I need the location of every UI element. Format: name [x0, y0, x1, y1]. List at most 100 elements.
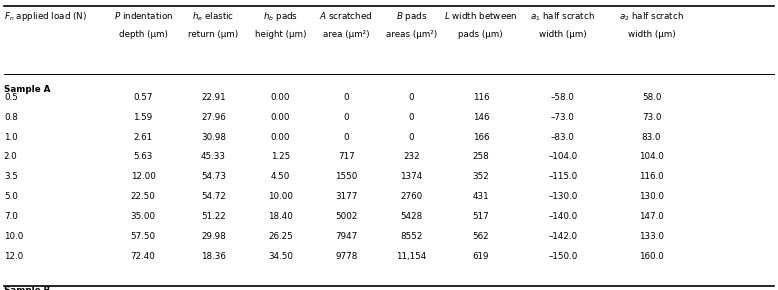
Text: 26.25: 26.25: [268, 232, 293, 241]
Text: area (μm²): area (μm²): [323, 30, 370, 39]
Text: 51.22: 51.22: [202, 212, 226, 221]
Text: $h_e$ elastic: $h_e$ elastic: [192, 10, 235, 23]
Text: height (μm): height (μm): [254, 30, 307, 39]
Text: 12.0: 12.0: [4, 252, 23, 261]
Text: 22.91: 22.91: [202, 93, 226, 102]
Text: 22.50: 22.50: [131, 192, 156, 201]
Text: 0: 0: [343, 133, 349, 142]
Text: 352: 352: [472, 172, 489, 181]
Text: 5002: 5002: [335, 212, 357, 221]
Text: 4.50: 4.50: [271, 172, 290, 181]
Text: 5.0: 5.0: [4, 192, 18, 201]
Text: –130.0: –130.0: [548, 192, 577, 201]
Text: 166: 166: [472, 133, 489, 142]
Text: 35.00: 35.00: [131, 212, 156, 221]
Text: 9778: 9778: [335, 252, 357, 261]
Text: 11,154: 11,154: [397, 252, 426, 261]
Text: 83.0: 83.0: [642, 133, 661, 142]
Text: 0.00: 0.00: [271, 133, 290, 142]
Text: $A$ scratched: $A$ scratched: [320, 10, 373, 21]
Text: –115.0: –115.0: [548, 172, 577, 181]
Text: 0: 0: [408, 93, 415, 102]
Text: 10.00: 10.00: [268, 192, 293, 201]
Text: pads (μm): pads (μm): [458, 30, 503, 39]
Text: 0.57: 0.57: [133, 93, 153, 102]
Text: 18.36: 18.36: [202, 252, 226, 261]
Text: 8552: 8552: [401, 232, 422, 241]
Text: –140.0: –140.0: [548, 212, 577, 221]
Text: –58.0: –58.0: [551, 93, 575, 102]
Text: 58.0: 58.0: [642, 93, 661, 102]
Text: 3177: 3177: [335, 192, 357, 201]
Text: $L$ width between: $L$ width between: [444, 10, 517, 21]
Text: $h_b$ pads: $h_b$ pads: [263, 10, 298, 23]
Text: Sample A: Sample A: [4, 85, 51, 94]
Text: –150.0: –150.0: [548, 252, 577, 261]
Text: 0.8: 0.8: [4, 113, 18, 122]
Text: $P$ indentation: $P$ indentation: [114, 10, 173, 21]
Text: $a_2$ half scratch: $a_2$ half scratch: [619, 10, 684, 23]
Text: 1550: 1550: [335, 172, 357, 181]
Text: 73.0: 73.0: [642, 113, 661, 122]
Text: 0: 0: [408, 133, 415, 142]
Text: $a_1$ half scratch: $a_1$ half scratch: [531, 10, 595, 23]
Text: 45.33: 45.33: [201, 153, 226, 162]
Text: 7947: 7947: [335, 232, 357, 241]
Text: $B$ pads: $B$ pads: [396, 10, 427, 23]
Text: 2.0: 2.0: [4, 153, 18, 162]
Text: –104.0: –104.0: [548, 153, 577, 162]
Text: 7.0: 7.0: [4, 212, 18, 221]
Text: 1.59: 1.59: [134, 113, 152, 122]
Text: depth (μm): depth (μm): [119, 30, 167, 39]
Text: 27.96: 27.96: [202, 113, 226, 122]
Text: 1.25: 1.25: [271, 153, 290, 162]
Text: 30.98: 30.98: [201, 133, 226, 142]
Text: 34.50: 34.50: [268, 252, 293, 261]
Text: 2760: 2760: [401, 192, 422, 201]
Text: 160.0: 160.0: [640, 252, 664, 261]
Text: 147.0: 147.0: [640, 212, 664, 221]
Text: 0: 0: [343, 113, 349, 122]
Text: Sample B: Sample B: [4, 285, 50, 290]
Text: width (μm): width (μm): [539, 30, 587, 39]
Text: 717: 717: [338, 153, 355, 162]
Text: 0.00: 0.00: [271, 93, 290, 102]
Text: 0: 0: [343, 93, 349, 102]
Text: 10.0: 10.0: [4, 232, 23, 241]
Text: 1374: 1374: [401, 172, 422, 181]
Text: 116.0: 116.0: [640, 172, 664, 181]
Text: 54.73: 54.73: [201, 172, 226, 181]
Text: 130.0: 130.0: [639, 192, 664, 201]
Text: 133.0: 133.0: [639, 232, 664, 241]
Text: 619: 619: [472, 252, 489, 261]
Text: areas (μm²): areas (μm²): [386, 30, 437, 39]
Text: $F_n$ applied load (N): $F_n$ applied load (N): [4, 10, 87, 23]
Text: 3.5: 3.5: [4, 172, 18, 181]
Text: 2.61: 2.61: [134, 133, 152, 142]
Text: –142.0: –142.0: [548, 232, 577, 241]
Text: 146: 146: [472, 113, 489, 122]
Text: 54.72: 54.72: [202, 192, 226, 201]
Text: 258: 258: [472, 153, 489, 162]
Text: 72.40: 72.40: [131, 252, 156, 261]
Text: 0.00: 0.00: [271, 113, 290, 122]
Text: 116: 116: [472, 93, 489, 102]
Text: 431: 431: [472, 192, 489, 201]
Text: 104.0: 104.0: [640, 153, 664, 162]
Text: 517: 517: [472, 212, 489, 221]
Text: 5428: 5428: [401, 212, 422, 221]
Text: 232: 232: [403, 153, 420, 162]
Text: 57.50: 57.50: [131, 232, 156, 241]
Text: return (μm): return (μm): [188, 30, 239, 39]
Text: –83.0: –83.0: [551, 133, 575, 142]
Text: 0.5: 0.5: [4, 93, 18, 102]
Text: width (μm): width (μm): [628, 30, 675, 39]
Text: 5.63: 5.63: [134, 153, 152, 162]
Text: 0: 0: [408, 113, 415, 122]
Text: 29.98: 29.98: [202, 232, 226, 241]
Text: 1.0: 1.0: [4, 133, 18, 142]
Text: –73.0: –73.0: [551, 113, 575, 122]
Text: 12.00: 12.00: [131, 172, 156, 181]
Text: 18.40: 18.40: [268, 212, 293, 221]
Text: 562: 562: [472, 232, 489, 241]
